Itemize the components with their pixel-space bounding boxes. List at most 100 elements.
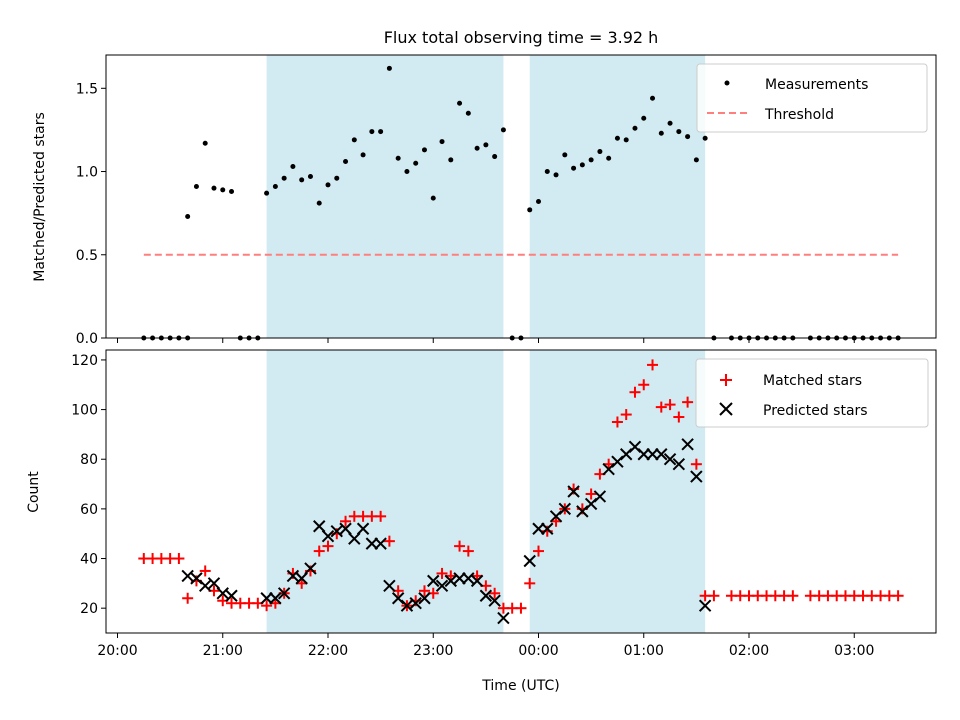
top-legend-box <box>696 63 928 133</box>
measurement-point <box>448 157 454 163</box>
measurement-point <box>378 129 384 135</box>
top-y-axis-label: Matched/Predicted stars <box>32 112 48 282</box>
predicted-star-point <box>304 562 317 575</box>
x-axis-label: Time (UTC) <box>481 678 559 694</box>
y-tick-label: 0.5 <box>76 248 98 264</box>
y-tick-label: 60 <box>80 502 98 518</box>
x-tick-label: 21:00 <box>203 643 243 659</box>
y-tick-label: 1.5 <box>76 81 98 97</box>
predicted-star-point <box>462 572 475 585</box>
legend-threshold-label: Threshold <box>764 107 834 123</box>
measurement-point <box>465 110 471 116</box>
measurement-point <box>439 139 445 145</box>
measurement-point <box>272 184 278 190</box>
top-y-ticks: 0.0 0.5 1.0 1.5 <box>76 81 106 347</box>
predicted-star-point <box>348 532 361 545</box>
top-legend: Measurements Threshold <box>696 63 928 133</box>
x-tick-label: 01:00 <box>624 643 664 659</box>
predicted-star-point <box>646 448 659 461</box>
measurement-point <box>369 129 375 135</box>
measurement-point <box>202 140 208 146</box>
predicted-star-point <box>356 522 370 535</box>
predicted-star-point <box>497 611 510 625</box>
count-points <box>138 359 904 625</box>
matched-star-point <box>199 565 211 577</box>
measurement-point <box>325 182 331 188</box>
x-tick-label: 22:00 <box>308 643 348 659</box>
predicted-star-point <box>593 490 607 503</box>
measurement-point <box>693 157 699 163</box>
matched-star-point <box>173 553 185 565</box>
measurement-point <box>211 185 217 191</box>
measurement-point <box>229 189 235 195</box>
predicted-star-point <box>453 572 466 585</box>
chart-title: Flux total observing time = 3.92 h <box>384 28 659 47</box>
matched-star-point <box>454 540 466 552</box>
measurement-point <box>597 149 603 155</box>
measurement-point <box>185 213 191 219</box>
x-tick-label: 00:00 <box>518 643 558 659</box>
measurement-point <box>457 100 463 106</box>
predicted-star-point <box>321 529 335 543</box>
predicted-star-point <box>181 569 194 583</box>
observing-interval-shade <box>529 55 706 338</box>
measurement-point <box>281 175 287 181</box>
measurement-point <box>360 152 366 158</box>
bottom-legend-box <box>695 358 929 428</box>
legend-predicted-label: Predicted stars <box>763 403 868 419</box>
measurement-point <box>500 127 506 133</box>
predicted-star-point <box>409 597 422 610</box>
legend-predicted-marker <box>719 402 733 416</box>
measurement-point <box>606 155 612 161</box>
matched-star-point <box>261 600 273 612</box>
matched-star-point <box>322 540 334 552</box>
predicted-star-point <box>269 592 282 605</box>
bottom-x-ticks: 20:00 21:00 22:00 23:00 00:00 01:00 02:00 03:00 <box>97 633 874 659</box>
bottom-legend: Matched stars Predicted stars <box>695 358 929 428</box>
y-tick-label: 20 <box>80 601 98 617</box>
matched-star-point <box>313 545 325 557</box>
x-tick-label: 20:00 <box>97 643 137 659</box>
predicted-star-point <box>567 485 580 498</box>
measurement-point <box>290 164 296 170</box>
measurement-point <box>334 175 340 181</box>
predicted-star-point <box>313 520 326 533</box>
measurement-point <box>193 184 199 190</box>
predicted-star-point <box>286 569 300 583</box>
matched-star-point <box>182 592 194 604</box>
predicted-star-point <box>488 594 501 607</box>
measurement-point <box>702 135 708 141</box>
measurement-point <box>421 147 427 153</box>
y-tick-label: 0.0 <box>76 331 98 347</box>
predicted-star-point <box>295 572 308 585</box>
matched-star-point <box>673 411 685 423</box>
matched-star-point <box>611 416 623 428</box>
predicted-star-point <box>339 522 352 535</box>
predicted-star-point <box>260 592 273 605</box>
matched-star-point <box>638 379 650 391</box>
measurement-point <box>264 190 270 196</box>
bottom-panel: 20 40 60 80 100 120 20:00 21:00 22:00 23:00 00:00… <box>26 349 937 694</box>
predicted-star-point <box>199 579 212 593</box>
y-tick-label: 120 <box>71 353 98 369</box>
matched-star-point <box>620 409 632 421</box>
matched-star-point <box>533 545 544 557</box>
measurement-point <box>220 187 226 193</box>
bottom-shaded-regions <box>266 350 706 633</box>
matched-star-point <box>515 602 527 614</box>
predicted-star-point <box>558 502 572 516</box>
x-tick-label: 02:00 <box>729 643 769 659</box>
measurement-point <box>544 169 550 175</box>
measurement-point <box>632 125 638 131</box>
predicted-star-point <box>690 470 703 483</box>
matched-star-point <box>655 401 667 413</box>
measurement-point <box>395 155 401 161</box>
predicted-star-point <box>427 574 440 588</box>
predicted-star-point <box>637 448 650 461</box>
legend-matched-label: Matched stars <box>763 373 862 389</box>
predicted-star-point <box>532 522 545 535</box>
measurement-point <box>588 157 594 163</box>
bottom-axes-frame <box>105 349 937 634</box>
legend-measurements-label: Measurements <box>765 77 868 93</box>
